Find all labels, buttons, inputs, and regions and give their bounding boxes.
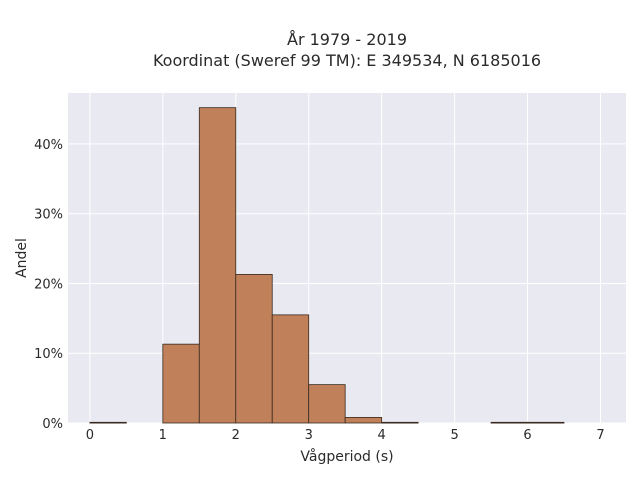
x-tick-label: 6: [523, 428, 531, 443]
y-tick-label: 20%: [34, 277, 63, 292]
x-tick-labels: 0 1 2 3 4 5 6 7: [86, 428, 605, 443]
x-tick-label: 0: [86, 428, 94, 443]
histogram-bar: [89, 421, 127, 424]
x-tick-label: 4: [378, 428, 386, 443]
x-tick-label: 3: [305, 428, 313, 443]
bars: [89, 107, 565, 424]
histogram-bar: [527, 421, 565, 424]
histogram-bar: [271, 314, 310, 424]
plot-area: [68, 93, 626, 423]
x-tick-label: 1: [159, 428, 167, 443]
y-tick-label: 30%: [34, 208, 63, 223]
x-tick-label: 2: [232, 428, 240, 443]
histogram-bar: [198, 107, 237, 424]
histogram-bar: [344, 417, 383, 424]
y-axis-label: Andel: [14, 238, 30, 278]
x-tick-label: 5: [450, 428, 458, 443]
y-tick-label: 0%: [42, 417, 63, 432]
chart-title-line2: Koordinat (Sweref 99 TM): E 349534, N 61…: [153, 51, 541, 70]
y-tick-label: 10%: [34, 347, 63, 362]
y-tick-label: 40%: [34, 138, 63, 153]
histogram-bar: [308, 384, 346, 424]
x-axis-label: Vågperiod (s): [300, 448, 393, 465]
chart-title-line1: År 1979 - 2019: [287, 30, 407, 49]
histogram-bar: [381, 421, 419, 424]
histogram-bar: [235, 273, 273, 424]
histogram-bar: [490, 421, 528, 424]
y-tick-labels: 0% 10% 20% 30% 40%: [34, 138, 63, 432]
x-tick-label: 7: [596, 428, 604, 443]
histogram-bar: [162, 343, 200, 424]
